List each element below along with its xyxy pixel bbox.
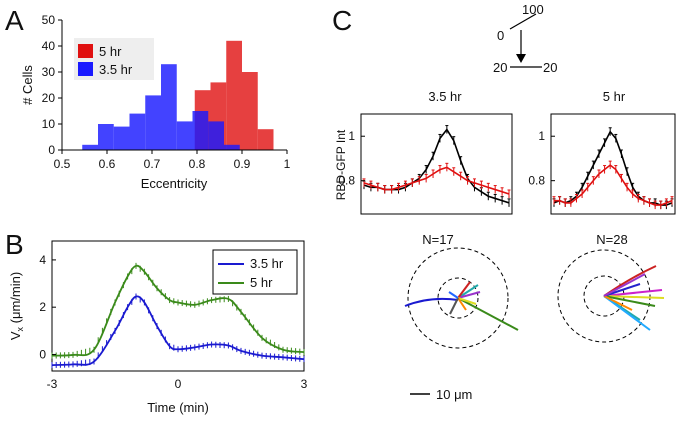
histogram-bar	[242, 72, 258, 150]
y-tick-label: 0	[39, 347, 46, 361]
histogram-bar	[257, 129, 274, 150]
y-tick-label: 4	[39, 253, 46, 267]
y-tick-label: 20	[42, 91, 56, 105]
trajectory-track	[603, 273, 646, 297]
x-tick-label: 3	[301, 377, 308, 391]
histogram-bar	[224, 144, 240, 150]
trajectory-track	[448, 291, 459, 299]
legend-swatch-5hr	[78, 44, 93, 58]
trajectory-track	[603, 295, 656, 307]
x-tick-label: 0.7	[144, 157, 161, 171]
rbd-plot-frame-3-5hr	[360, 113, 513, 215]
trajectory-plot-5hr	[557, 249, 665, 343]
trajectory-track	[457, 291, 481, 299]
histogram-x-label: Eccentricity	[141, 176, 208, 191]
trajectory-track	[603, 295, 665, 299]
legend-label-5hr: 5 hr	[99, 44, 122, 59]
rbd-panel-c: 100 0 20 20 3.5 hr 5 hr 0.8 1 0.8 1 RBD-GFP…	[334, 2, 676, 402]
rbd-plot-frame-5hr	[550, 113, 676, 215]
scale-legend-arrowhead	[516, 54, 526, 63]
x-tick-label: 0.5	[54, 157, 71, 171]
histogram-bar	[161, 64, 177, 150]
histogram-bar	[113, 126, 130, 150]
histogram-bar	[82, 144, 98, 150]
profile-line-red	[363, 166, 510, 195]
trajectory-track	[457, 297, 519, 331]
profile-line-black	[553, 130, 673, 206]
histogram-bar	[98, 124, 114, 150]
trajectory-track	[457, 297, 467, 311]
histogram-bar	[145, 95, 161, 150]
trajectory-track	[603, 295, 633, 311]
n-label-5hr: N=28	[596, 232, 627, 247]
x-tick-label: 1	[284, 157, 291, 171]
trajectory-track	[457, 281, 471, 299]
y-tick-label: 50	[42, 13, 56, 27]
legend-swatch-3-5hr	[78, 62, 93, 76]
scale-legend-left: 0	[497, 28, 504, 43]
x-tick-label: -3	[47, 377, 58, 391]
panel-label-b: B	[5, 229, 24, 260]
velocity-y-label: Vx (μm/min)	[8, 272, 25, 340]
y-tick-label: 1	[348, 129, 355, 143]
y-tick-label: 0.8	[528, 174, 545, 188]
inner-dashed-circle	[437, 277, 479, 319]
subplot-title-5hr: 5 hr	[603, 89, 626, 104]
trajectory-track	[449, 297, 459, 315]
outer-dashed-circle	[407, 247, 509, 349]
y-tick-label: 0	[48, 143, 55, 157]
histogram-bar	[208, 121, 224, 150]
velocity-y-label-main: V	[8, 331, 23, 340]
n-label-3-5hr: N=17	[422, 232, 453, 247]
x-tick-label: 0.9	[234, 157, 251, 171]
velocity-x-label: Time (min)	[147, 400, 209, 415]
trajectory-track	[404, 297, 459, 307]
trajectory-plot-3-5hr	[404, 247, 519, 349]
x-tick-label: 0.8	[189, 157, 206, 171]
velocity-legend-box	[212, 249, 298, 295]
subplot-title-3-5hr: 3.5 hr	[428, 89, 462, 104]
legend-label-3-5hr: 3.5 hr	[99, 62, 133, 77]
trajectory-track	[603, 289, 663, 297]
scale-legend-diagonal	[509, 13, 537, 30]
x-tick-label: 0	[175, 377, 182, 391]
trajectory-track	[603, 295, 651, 331]
histogram-bar	[192, 111, 209, 150]
velocity-legend-5hr: 5 hr	[250, 275, 273, 290]
rbd-y-label: RBD-GFP Int	[334, 129, 348, 200]
trajectory-track	[603, 283, 641, 297]
scale-bar-label: 10 μm	[436, 387, 472, 402]
velocity-panel-b: -3 0 3 0 2 4 Time (min) Vx (μm/min) 3.5 hr 5 …	[8, 240, 308, 415]
velocity-plot-frame	[51, 240, 305, 372]
y-tick-label: 40	[42, 39, 56, 53]
y-tick-label: 10	[42, 117, 56, 131]
velocity-legend-3-5hr: 3.5 hr	[250, 256, 284, 271]
y-tick-label: 30	[42, 65, 56, 79]
profile-line-red	[554, 164, 673, 206]
scale-legend-bottom-left: 20	[493, 60, 507, 75]
scale-legend-bottom-right: 20	[543, 60, 557, 75]
scale-legend-top: 100	[522, 2, 544, 17]
y-tick-label: 1	[538, 129, 545, 143]
panel-label-a: A	[5, 5, 24, 36]
velocity-y-label-sub: x	[15, 326, 25, 331]
histogram-y-label: # Cells	[20, 65, 35, 105]
y-tick-label: 0.8	[338, 174, 355, 188]
histogram-bar	[129, 113, 146, 150]
trajectory-track	[457, 297, 477, 305]
velocity-y-label-unit: (μm/min)	[8, 272, 23, 327]
y-tick-label: 2	[39, 300, 46, 314]
trajectory-track	[457, 284, 479, 299]
histogram-bar	[176, 121, 193, 150]
histogram-bar	[226, 40, 242, 150]
x-tick-label: 0.6	[99, 157, 116, 171]
panel-label-c: C	[332, 5, 352, 36]
outer-dashed-circle	[557, 249, 651, 343]
